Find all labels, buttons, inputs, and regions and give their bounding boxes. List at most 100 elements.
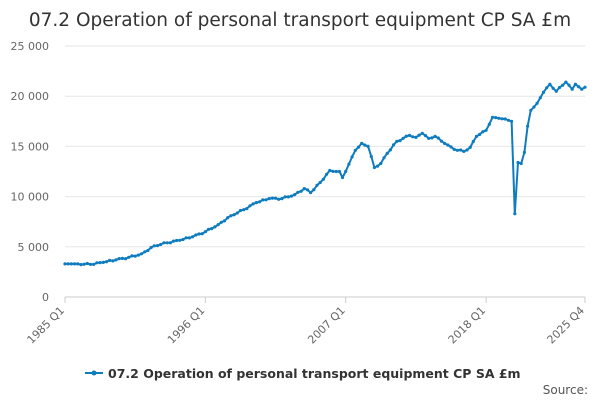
data-point <box>127 255 131 259</box>
data-point <box>459 148 463 152</box>
data-point <box>203 230 207 234</box>
data-point <box>573 82 578 86</box>
data-point <box>178 238 182 242</box>
data-point <box>264 198 268 202</box>
data-point <box>136 253 140 257</box>
data-point <box>143 250 147 254</box>
data-point <box>92 262 96 266</box>
data-point <box>76 262 80 266</box>
data-point <box>490 115 495 119</box>
data-point <box>258 200 262 204</box>
data-point <box>529 108 533 112</box>
legend[interactable]: 07.2 Operation of personal transport equ… <box>85 366 521 381</box>
data-point <box>398 139 402 143</box>
data-point <box>340 175 345 180</box>
data-point <box>580 87 584 91</box>
data-point <box>159 242 163 247</box>
data-point <box>372 165 376 170</box>
data-point <box>194 233 198 237</box>
data-point <box>95 261 99 265</box>
data-point <box>506 118 510 122</box>
data-point <box>254 201 258 205</box>
data-point <box>411 135 415 139</box>
data-point <box>66 262 70 266</box>
data-point <box>155 244 160 248</box>
data-point <box>187 236 191 240</box>
chart-title: 07.2 Operation of personal transport equ… <box>29 10 571 31</box>
data-point <box>114 258 118 262</box>
data-point <box>165 241 169 245</box>
data-point <box>427 136 431 140</box>
data-point <box>510 119 514 123</box>
data-point <box>379 161 383 166</box>
data-point <box>222 219 227 223</box>
data-point <box>305 188 310 192</box>
data-point <box>344 169 348 174</box>
x-tick-label: 2007 Q1 <box>305 304 348 347</box>
data-point <box>261 198 265 202</box>
data-point <box>535 101 539 105</box>
data-point <box>526 124 530 128</box>
data-point <box>577 85 581 89</box>
data-point <box>494 116 498 120</box>
x-tick-label: 2018 Q1 <box>446 304 489 347</box>
data-point <box>414 135 418 139</box>
data-point <box>350 155 354 159</box>
data-point <box>69 262 73 266</box>
data-point <box>388 148 392 152</box>
data-point <box>554 89 558 93</box>
data-point <box>532 105 536 109</box>
data-point <box>487 122 491 126</box>
data-point <box>366 144 370 148</box>
x-axis: 1985 Q1 1996 Q1 2007 Q1 2018 Q1 2025 Q4 <box>25 297 587 347</box>
data-point <box>191 235 195 239</box>
data-point <box>210 227 214 231</box>
data-point <box>73 262 77 266</box>
data-point <box>312 188 316 192</box>
data-point <box>567 83 571 87</box>
data-point <box>280 197 284 201</box>
data-point <box>293 193 297 197</box>
series-line <box>65 81 586 266</box>
data-point <box>583 85 587 89</box>
data-point <box>309 191 313 195</box>
data-point <box>248 204 252 208</box>
data-point <box>356 145 361 149</box>
data-point <box>63 262 67 266</box>
data-point <box>315 183 319 187</box>
data-point <box>88 262 93 266</box>
data-point <box>171 239 176 243</box>
data-point <box>299 189 303 193</box>
data-point <box>436 136 440 140</box>
data-point <box>270 196 274 200</box>
data-point <box>519 161 523 166</box>
data-point <box>235 211 239 215</box>
legend-dot-marker <box>91 370 97 376</box>
data-point <box>392 143 396 147</box>
data-point <box>245 207 249 211</box>
data-point <box>481 130 485 134</box>
data-point <box>513 212 517 216</box>
data-point <box>433 134 437 138</box>
data-point <box>452 147 456 151</box>
data-point <box>321 177 325 181</box>
data-point <box>541 90 546 94</box>
data-point <box>462 149 466 153</box>
data-point <box>503 117 507 121</box>
data-point <box>545 86 549 90</box>
x-tick-label: 1996 Q1 <box>165 304 208 347</box>
data-point <box>197 232 201 236</box>
data-point <box>331 169 335 173</box>
data-point <box>334 169 338 174</box>
y-axis: 0 5 000 10 000 15 000 20 000 25 000 <box>11 40 50 304</box>
data-point <box>497 116 501 120</box>
data-point <box>548 82 552 86</box>
y-tick-label: 10 000 <box>11 191 50 204</box>
source-label: Source: <box>543 383 588 397</box>
data-point <box>443 141 447 145</box>
data-point <box>382 156 386 160</box>
data-point <box>500 117 504 121</box>
data-point <box>328 168 332 173</box>
data-point <box>286 195 290 199</box>
data-point <box>385 151 389 155</box>
